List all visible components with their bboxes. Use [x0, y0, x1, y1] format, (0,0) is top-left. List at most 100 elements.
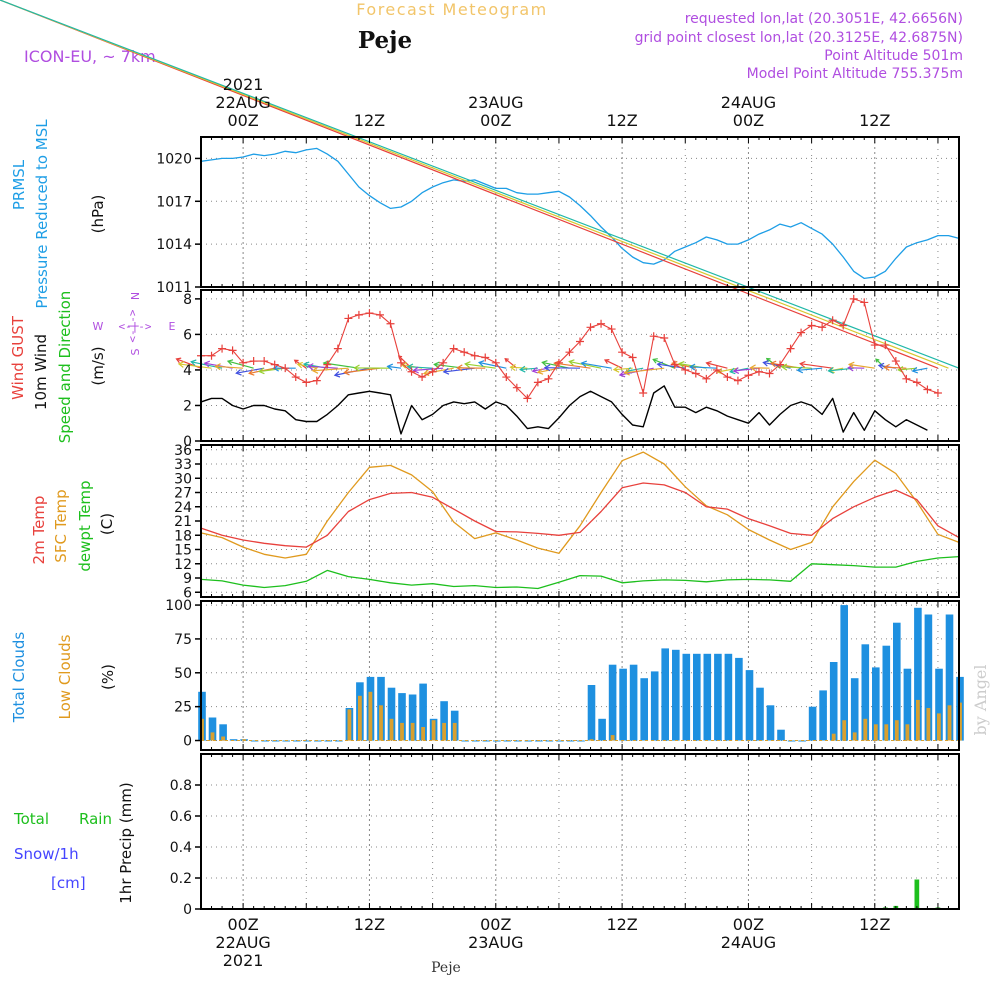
dewpt-line: [200, 555, 960, 590]
top-time-label: 2021: [223, 75, 264, 94]
wind-arrow-head: [293, 359, 299, 365]
gust-marker: [481, 353, 490, 362]
wind-arrow-head: [235, 369, 242, 376]
gust-marker: [323, 360, 332, 369]
precip-snow-label: Snow/1h: [14, 845, 79, 863]
wind-unit: (m/s): [89, 346, 107, 385]
wind-arrow-head: [732, 367, 740, 374]
wind-compass: N S W E <-|-> <-|->: [93, 292, 176, 356]
bottom-time-label: 12Z: [606, 915, 637, 934]
temp-ytick-label: 24: [174, 500, 192, 516]
wind-arrow: [407, 366, 433, 369]
gust-marker: [365, 309, 374, 318]
low-clouds-bar: [442, 722, 446, 741]
wind-arrow: [569, 360, 602, 369]
wind-arrow: [0, 0, 960, 369]
precip-cm-label: [cm]: [51, 874, 86, 892]
clouds-ytick-label: 0: [183, 734, 192, 750]
wind-arrow-head: [531, 366, 539, 374]
wind-arrow: [706, 362, 728, 369]
gust-marker: [797, 328, 806, 337]
gust-marker: [312, 376, 321, 385]
wind-arrow-head: [311, 366, 319, 374]
gust-marker: [639, 389, 648, 398]
low-clouds-bar: [210, 732, 215, 741]
precip-unit: 1hr Precip (mm): [117, 782, 135, 903]
total-clouds-bar: [219, 724, 227, 741]
pressure-line: [200, 147, 960, 280]
sfc-temp-line: [200, 451, 960, 559]
wind-arrow-head: [877, 362, 885, 370]
wind-arrow: [542, 361, 570, 369]
gust-marker: [260, 357, 269, 366]
wind-arrow: [413, 367, 444, 372]
temp-unit: (C): [98, 513, 116, 535]
wind-dir-label: Speed and Direction: [56, 291, 74, 444]
gust-marker: [333, 344, 342, 353]
total-clouds-bar: [598, 718, 606, 741]
gust-marker: [860, 298, 869, 307]
wind-arrow-head: [780, 363, 788, 371]
low-clouds-bar: [926, 708, 931, 741]
bottom-time-label: 22AUG: [215, 933, 270, 952]
precip-rain-label: Rain: [79, 810, 112, 828]
bottom-time-label: 00Z: [480, 915, 511, 934]
wind-arrow: [626, 367, 644, 372]
gust-marker: [565, 348, 574, 357]
temp-ytick-label: 33: [174, 457, 192, 473]
gust-marker: [418, 373, 427, 382]
total-clouds-bar: [861, 644, 870, 741]
gust-marker: [302, 378, 311, 387]
low-clouds-bar: [916, 699, 920, 741]
pressure-unit: (hPa): [89, 195, 107, 234]
wind-ytick-label: 8: [183, 292, 192, 308]
total-clouds-bar: [703, 653, 712, 741]
watermark: by Angel: [971, 664, 990, 735]
wind-arrow: [227, 360, 254, 369]
wind-arrow-head: [226, 359, 234, 366]
total-clouds-bar: [293, 740, 301, 742]
low-clouds-bar: [452, 722, 457, 741]
wind-ytick-label: 2: [183, 398, 192, 414]
total-clouds-bar: [672, 649, 680, 741]
temp-ytick-label: 12: [174, 557, 192, 573]
total-clouds-bar: [808, 706, 817, 741]
gust-marker: [239, 358, 248, 367]
wind-arrow-head: [618, 370, 626, 378]
gust-marker: [628, 353, 637, 362]
wind-ytick-label: 0: [183, 434, 192, 450]
gust-marker: [354, 310, 363, 319]
precip-ytick-label: 0: [183, 902, 192, 918]
total-clouds-bar: [829, 662, 838, 741]
wind-arrow: [624, 367, 665, 374]
total-clouds-label: Total Clouds: [10, 632, 28, 724]
total-clouds-bar: [903, 668, 912, 741]
total-clouds-bar: [387, 687, 396, 741]
gust-marker: [470, 351, 479, 360]
low-clouds-bar: [884, 724, 889, 741]
total-clouds-bar: [714, 653, 722, 741]
wind-arrow-head: [412, 366, 419, 374]
wind-arrow-head: [612, 365, 620, 373]
gridpoint-coords: grid point closest lon,lat (20.3125E, 42…: [635, 30, 963, 46]
bottom-time-label: 00Z: [733, 915, 764, 934]
wind-arrow-head: [433, 361, 440, 369]
gust-marker: [839, 321, 848, 330]
footer-station: Peje: [431, 960, 461, 976]
gust-marker: [439, 358, 448, 367]
wind-arrow: [312, 367, 349, 372]
compass-east: E: [169, 320, 176, 333]
precip-bar: [914, 879, 920, 909]
gust-marker: [933, 389, 942, 398]
gust-marker: [912, 378, 921, 387]
total-clouds-bar: [608, 664, 617, 741]
bottom-time-label: 23AUG: [468, 933, 523, 952]
top-time-label: 00Z: [733, 111, 764, 130]
gust-marker: [723, 373, 732, 382]
compass-west: W: [93, 320, 104, 333]
gust-marker: [754, 367, 763, 376]
wind-arrow-head: [177, 361, 185, 368]
wind-arrow-head: [656, 361, 664, 369]
